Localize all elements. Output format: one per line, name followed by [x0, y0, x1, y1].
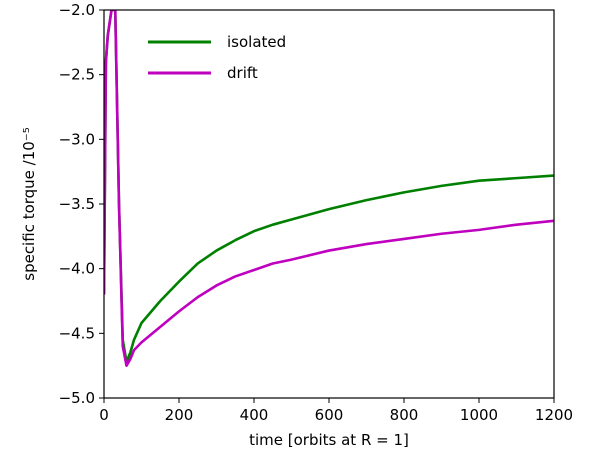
x-axis-label: time [orbits at R = 1]	[249, 431, 409, 449]
legend: isolated drift	[148, 33, 286, 82]
x-tick-label: 200	[165, 406, 194, 424]
x-tick-label: 1000	[460, 406, 498, 424]
plot-frame	[103, 9, 555, 399]
y-tick-label: −3.5	[59, 195, 95, 213]
axis-ticks: 0 200 400 600 800 1000 1200 −5.0 −4.5 −4.0 −3.5 −3.…	[59, 1, 574, 424]
x-tick-label: 400	[240, 406, 269, 424]
series-line-drift	[104, 10, 554, 367]
y-tick-label: −4.5	[59, 324, 95, 342]
legend-label-drift: drift	[227, 64, 258, 82]
y-tick-label: −3.0	[59, 130, 95, 148]
x-tick-label: 0	[99, 406, 109, 424]
y-tick-label: −2.0	[59, 1, 95, 19]
plot-area	[104, 10, 554, 367]
series-line-isolated	[104, 10, 554, 364]
y-tick-label: −2.5	[59, 66, 95, 84]
x-tick-label: 800	[390, 406, 419, 424]
y-axis-label: specific torque /10⁻⁵	[20, 127, 38, 281]
y-tick-label: −5.0	[59, 389, 95, 407]
legend-label-isolated: isolated	[227, 33, 286, 51]
y-tick-label: −4.0	[59, 260, 95, 278]
x-tick-label: 1200	[535, 406, 573, 424]
x-tick-label: 600	[315, 406, 344, 424]
